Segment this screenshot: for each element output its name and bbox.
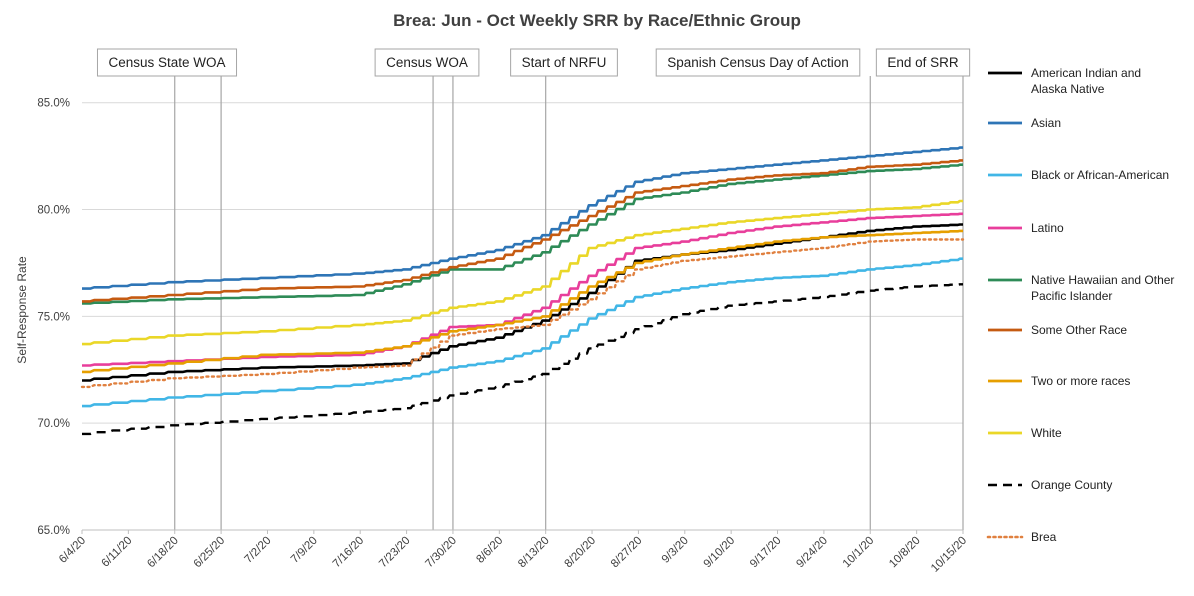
event-label-box: End of SRR xyxy=(875,48,971,77)
x-tick-label: 9/3/20 xyxy=(660,535,691,566)
legend-label: Latino xyxy=(1031,221,1064,235)
x-tick-label: 9/17/20 xyxy=(748,535,784,571)
x-tick-label: 6/11/20 xyxy=(99,535,134,570)
event-label-box: Spanish Census Day of Action xyxy=(655,48,861,77)
y-axis-label: Self-Response Rate xyxy=(15,256,29,364)
x-tick-label: 8/27/20 xyxy=(609,535,645,571)
legend-label: White xyxy=(1031,426,1062,440)
legend-label: Brea xyxy=(1031,530,1057,544)
x-tick-label: 8/20/20 xyxy=(563,535,599,571)
series-layer xyxy=(80,146,965,436)
event-label: Start of NRFU xyxy=(522,55,607,70)
legend-label: American Indian and Alaska Native xyxy=(1031,66,1141,96)
event-label-box: Start of NRFU xyxy=(510,48,618,77)
x-tick-label: 9/10/20 xyxy=(702,535,738,571)
event-label-border xyxy=(655,48,861,77)
series-line-native-hawaiian-and-other-pacific-islander xyxy=(82,163,963,305)
event-line-layer xyxy=(174,76,964,530)
x-tick-label: 7/9/20 xyxy=(289,535,320,566)
event-label-border xyxy=(875,48,971,77)
x-tick-label: 10/1/20 xyxy=(841,535,877,571)
event-label-box: Census State WOA xyxy=(96,48,238,77)
x-tick-label: 7/23/20 xyxy=(377,535,413,571)
event-label: End of SRR xyxy=(887,55,959,70)
x-tick-label: 8/6/20 xyxy=(474,535,505,566)
x-tick-label: 6/4/20 xyxy=(57,535,88,566)
event-label-border xyxy=(96,48,238,77)
event-label-layer: Census State WOA Census WOA Start of NRFU S… xyxy=(96,48,971,77)
series-line-two-or-more-races xyxy=(82,229,963,374)
chart-title: Brea: Jun - Oct Weekly SRR by Race/Ethni… xyxy=(393,11,801,30)
legend-label: Native Hawaiian and Other Pacific Islande… xyxy=(1031,273,1174,303)
y-tick-label: 85.0% xyxy=(37,98,70,110)
event-label-border xyxy=(510,48,618,77)
event-label-box: Census WOA xyxy=(374,48,480,77)
event-label: Census WOA xyxy=(386,55,468,70)
series-line-asian xyxy=(82,146,963,290)
series-line-latino xyxy=(82,212,963,367)
legend: American Indian and Alaska Native Asian Bla… xyxy=(986,66,1174,544)
event-label: Spanish Census Day of Action xyxy=(667,55,849,70)
legend-label: Asian xyxy=(1031,116,1061,130)
series-line-white xyxy=(82,199,963,346)
x-tick-label: 7/16/20 xyxy=(331,535,367,571)
x-tick-label: 6/18/20 xyxy=(145,535,181,571)
legend-label: Black or African-American xyxy=(1031,168,1169,182)
x-tick-label: 10/15/20 xyxy=(929,535,969,575)
x-tick-label: 9/24/20 xyxy=(794,535,830,571)
legend-label: Some Other Race xyxy=(1031,323,1127,337)
y-tick-label: 70.0% xyxy=(37,418,70,430)
x-tick-label: 7/30/20 xyxy=(423,535,459,571)
series-line-brea xyxy=(80,238,965,389)
series-line-black-or-african-american xyxy=(82,257,963,408)
series-line-american-indian-and-alaska-native xyxy=(82,223,963,382)
x-tick-label: 6/25/20 xyxy=(192,535,228,571)
x-tick-label: 10/8/20 xyxy=(887,535,923,571)
series-line-some-other-race xyxy=(82,159,963,303)
y-tick-label: 75.0% xyxy=(37,311,70,323)
legend-label: Two or more races xyxy=(1031,374,1130,388)
y-tick-label: 80.0% xyxy=(37,205,70,217)
legend-label: Orange County xyxy=(1031,478,1112,492)
x-tick-label: 8/13/20 xyxy=(516,535,552,571)
event-label-border xyxy=(374,48,480,77)
x-tick-label: 7/2/20 xyxy=(242,535,273,566)
event-label: Census State WOA xyxy=(108,55,225,70)
y-tick-label: 65.0% xyxy=(37,525,70,537)
